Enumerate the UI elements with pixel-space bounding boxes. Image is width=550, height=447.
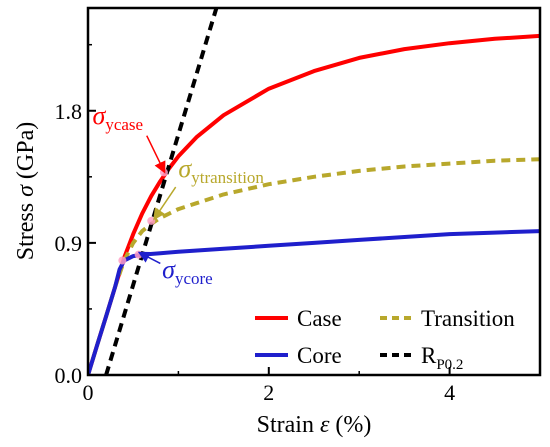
legend-label-core: Core bbox=[297, 343, 342, 368]
series-line-core bbox=[88, 229, 540, 375]
y-tick-label: 0.0 bbox=[55, 363, 83, 388]
annotation-arrow-ytransition bbox=[153, 186, 177, 221]
yield-point-marker bbox=[118, 256, 127, 265]
annotation-arrow-ycase bbox=[146, 135, 166, 174]
yield-point-marker bbox=[134, 250, 143, 259]
x-axis-label-post: (%) bbox=[329, 412, 371, 438]
series-layer bbox=[88, 8, 540, 375]
annotation-label-ycase: σycase bbox=[93, 101, 144, 134]
legend-label-transition: Transition bbox=[421, 306, 515, 331]
plot-frame bbox=[86, 6, 542, 377]
x-axis-label-pre: Strain bbox=[257, 412, 320, 438]
series-line-rp02 bbox=[104, 8, 219, 375]
annotation-label-ytransition: σytransition bbox=[178, 154, 264, 187]
legend-label-rp02-main: R bbox=[421, 343, 437, 368]
legend: Case Transition Core RP0.2 bbox=[255, 306, 515, 373]
y-axis-ticks: 0.0 0.9 1.8 bbox=[55, 43, 96, 388]
legend-label-rp02: RP0.2 bbox=[421, 343, 463, 373]
legend-label-case: Case bbox=[297, 306, 342, 331]
annotation-label-ycore: σycore bbox=[162, 255, 213, 288]
yield-point-marker bbox=[147, 216, 156, 225]
x-tick-label: 4 bbox=[444, 380, 455, 405]
x-axis-ticks: 0 2 4 bbox=[83, 367, 455, 405]
y-tick-label: 1.8 bbox=[55, 99, 83, 124]
y-axis-label-pre: Stress bbox=[13, 197, 39, 260]
x-tick-label: 2 bbox=[263, 380, 274, 405]
y-axis-label: Stress σ (GPa) bbox=[13, 122, 39, 261]
annotations: σycase σytransition σycore bbox=[93, 101, 265, 288]
legend-label-rp02-sub: P0.2 bbox=[436, 357, 463, 373]
x-axis-label-symbol: ε bbox=[320, 412, 330, 438]
yield-markers bbox=[118, 168, 168, 265]
x-axis-label: Strain ε (%) bbox=[257, 412, 372, 438]
x-tick-label: 0 bbox=[83, 380, 94, 405]
y-tick-label: 0.9 bbox=[55, 231, 83, 256]
y-axis-label-symbol: σ bbox=[13, 184, 39, 197]
annotation-arrow-ycore bbox=[137, 251, 161, 265]
y-axis-label-post: (GPa) bbox=[13, 122, 39, 185]
